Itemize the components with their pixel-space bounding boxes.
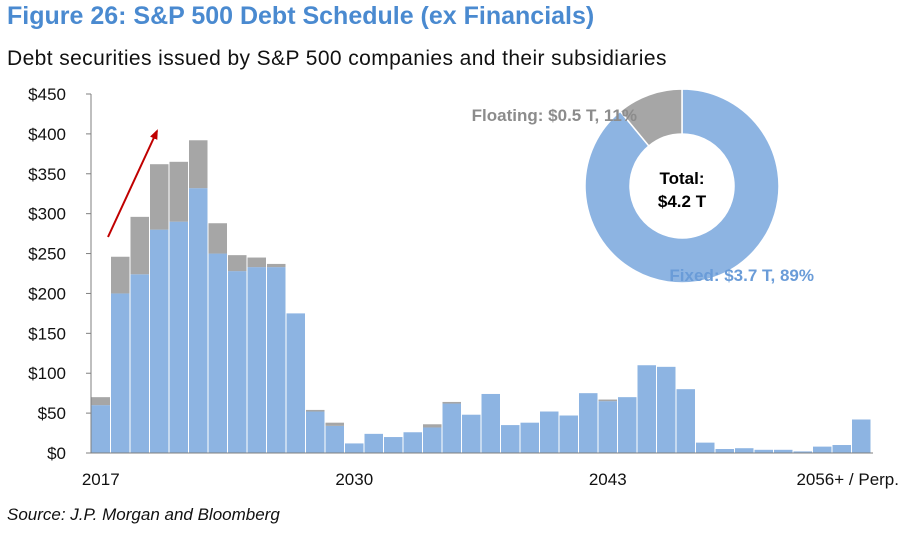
bar-floating — [598, 399, 617, 402]
bar-fixed — [754, 449, 773, 453]
y-tick-label: $350 — [28, 165, 66, 184]
bar-floating — [130, 216, 149, 275]
bar-fixed — [813, 446, 832, 453]
y-tick-label: $450 — [28, 85, 66, 104]
bar-fixed — [657, 366, 676, 453]
bar-fixed — [228, 271, 247, 453]
chart-title: Figure 26: S&P 500 Debt Schedule (ex Fin… — [7, 2, 595, 30]
x-tick-label: 2056+ / Perp. — [796, 470, 899, 489]
y-tick-label: $200 — [28, 284, 66, 303]
y-tick-label: $150 — [28, 324, 66, 343]
bar-fixed — [852, 419, 871, 453]
y-tick-label: $300 — [28, 205, 66, 224]
bar-floating — [423, 424, 442, 428]
y-tick-label: $100 — [28, 364, 66, 383]
bar-fixed — [793, 451, 812, 453]
bar-floating — [228, 255, 247, 272]
x-tick-label: 2030 — [335, 470, 373, 489]
bar-fixed — [169, 221, 188, 453]
bar-floating — [189, 140, 208, 189]
bar-fixed — [403, 432, 422, 453]
bar-fixed — [306, 411, 325, 453]
bar-fixed — [423, 427, 442, 453]
bar-fixed — [735, 448, 754, 453]
bar-fixed — [618, 397, 637, 453]
x-tick-label: 2043 — [589, 470, 627, 489]
bar-fixed — [384, 437, 403, 453]
bar-fixed — [676, 389, 695, 453]
bar-fixed — [111, 293, 130, 453]
bar-fixed — [481, 393, 500, 453]
bar-floating — [111, 256, 130, 294]
bar-fixed — [462, 414, 481, 453]
source-note: Source: J.P. Morgan and Bloomberg — [7, 505, 280, 524]
bar-fixed — [715, 449, 734, 453]
bar-fixed — [696, 442, 715, 453]
bar-fixed — [540, 411, 559, 453]
chart-subtitle: Debt securities issued by S&P 500 compan… — [7, 47, 667, 70]
y-tick-label: $250 — [28, 245, 66, 264]
bar-fixed — [130, 274, 149, 453]
bar-fixed — [247, 267, 266, 453]
bar-fixed — [325, 425, 344, 453]
bar-fixed — [520, 422, 539, 453]
bar-fixed — [286, 313, 305, 453]
fixed-slice-label: Fixed: $3.7 T, 89% — [669, 266, 814, 285]
bar-floating — [306, 409, 325, 412]
bar-fixed — [345, 443, 364, 453]
bar-floating — [91, 397, 110, 406]
bar-fixed — [637, 365, 656, 453]
x-tick-label: 2017 — [82, 470, 120, 489]
floating-slice-label: Floating: $0.5 T, 11% — [472, 106, 637, 125]
bar-fixed — [442, 403, 461, 453]
bar-floating — [169, 161, 188, 222]
bar-floating — [208, 223, 227, 254]
y-tick-label: $50 — [38, 404, 66, 423]
bar-fixed — [774, 449, 793, 453]
donut-center-value: $4.2 T — [658, 192, 707, 211]
bar-floating — [325, 422, 344, 426]
trend-arrow — [107, 129, 158, 238]
bar-floating — [267, 263, 286, 268]
bar-fixed — [150, 229, 169, 453]
y-tick-label: $0 — [47, 444, 66, 463]
bar-fixed — [832, 445, 851, 453]
bar-fixed — [598, 401, 617, 453]
bar-floating — [247, 257, 266, 268]
bar-floating — [442, 401, 461, 404]
bar-fixed — [91, 405, 110, 453]
bar-fixed — [579, 393, 598, 453]
bar-fixed — [501, 425, 520, 453]
bar-floating — [150, 164, 169, 230]
bar-fixed — [559, 415, 578, 453]
donut-center-label: Total: — [659, 169, 704, 188]
donut-slice-floating — [619, 88, 683, 147]
bar-fixed — [189, 188, 208, 454]
donut-slice-fixed — [584, 88, 780, 284]
bar-fixed — [364, 433, 383, 453]
bar-fixed — [267, 267, 286, 453]
y-tick-label: $400 — [28, 125, 66, 144]
bar-fixed — [208, 253, 227, 453]
